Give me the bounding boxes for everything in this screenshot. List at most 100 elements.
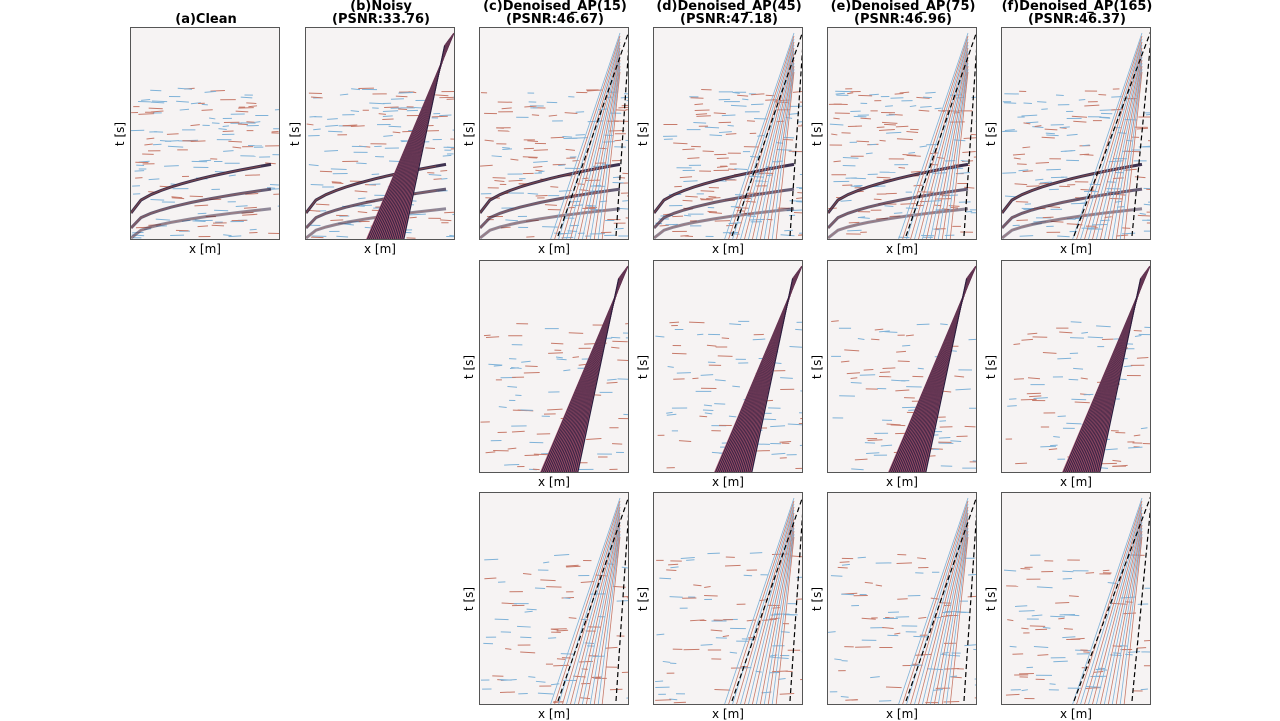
texture-stroke xyxy=(558,165,565,166)
texture-stroke xyxy=(202,104,208,105)
texture-stroke xyxy=(336,236,348,237)
texture-stroke xyxy=(841,594,854,595)
texture-stroke xyxy=(1059,332,1072,333)
texture-stroke xyxy=(447,98,454,99)
texture-stroke xyxy=(951,208,958,209)
texture-stroke xyxy=(524,106,536,107)
texture-stroke xyxy=(532,115,539,116)
texture-stroke xyxy=(1007,620,1013,621)
texture-stroke xyxy=(358,212,367,213)
texture-stroke xyxy=(1037,655,1048,656)
y-axis-label: t [s] xyxy=(985,347,997,387)
texture-stroke xyxy=(480,165,493,166)
texture-stroke xyxy=(708,211,717,212)
texture-stroke xyxy=(1075,402,1090,403)
texture-stroke xyxy=(389,126,402,127)
texture-stroke xyxy=(886,687,902,688)
texture-stroke xyxy=(550,187,558,188)
texture-stroke xyxy=(1101,468,1108,469)
texture-stroke xyxy=(954,140,965,141)
texture-stroke xyxy=(663,661,670,662)
seismic-panel-e-row1 xyxy=(827,27,977,240)
texture-stroke xyxy=(233,147,242,148)
texture-stroke xyxy=(747,121,755,122)
texture-stroke xyxy=(918,368,924,369)
texture-stroke xyxy=(781,235,795,236)
x-axis-label: x [m] xyxy=(305,243,455,255)
texture-stroke xyxy=(1037,587,1053,588)
texture-stroke xyxy=(432,116,448,117)
residual-stroke xyxy=(930,522,968,704)
residual-stroke xyxy=(922,516,968,704)
texture-stroke xyxy=(712,452,723,453)
texture-stroke xyxy=(753,339,766,340)
texture-stroke xyxy=(1043,352,1057,353)
residual-stroke xyxy=(748,516,794,704)
texture-stroke xyxy=(494,181,504,182)
texture-stroke xyxy=(655,336,664,337)
texture-stroke xyxy=(723,636,729,637)
texture-stroke xyxy=(747,620,755,621)
texture-stroke xyxy=(1004,570,1016,571)
texture-stroke xyxy=(899,168,906,169)
texture-stroke xyxy=(686,560,694,561)
texture-stroke xyxy=(307,124,314,125)
seismic-image xyxy=(306,28,454,239)
texture-stroke xyxy=(156,219,170,220)
residual-stroke xyxy=(566,510,620,704)
texture-stroke xyxy=(1019,611,1035,612)
texture-stroke xyxy=(625,323,628,324)
texture-stroke xyxy=(621,97,628,98)
texture-stroke xyxy=(841,696,849,697)
texture-stroke xyxy=(830,124,844,125)
texture-stroke xyxy=(709,196,717,197)
texture-stroke xyxy=(777,150,792,151)
texture-stroke xyxy=(626,698,628,699)
texture-stroke xyxy=(484,578,496,579)
texture-stroke xyxy=(517,626,531,627)
texture-stroke xyxy=(894,633,900,634)
texture-stroke xyxy=(149,179,160,180)
texture-stroke xyxy=(311,184,324,185)
texture-stroke xyxy=(701,375,714,376)
texture-stroke xyxy=(527,141,538,142)
texture-stroke xyxy=(486,452,496,453)
x-axis-label: x [m] xyxy=(479,476,629,488)
texture-stroke xyxy=(1058,618,1064,619)
texture-stroke xyxy=(1042,137,1055,138)
texture-stroke xyxy=(509,180,523,181)
y-axis-label: t [s] xyxy=(114,114,126,154)
texture-stroke xyxy=(939,421,946,422)
texture-stroke xyxy=(580,698,590,699)
texture-stroke xyxy=(828,632,836,633)
texture-stroke xyxy=(781,632,790,633)
texture-stroke xyxy=(670,567,678,568)
x-axis-label: x [m] xyxy=(653,243,803,255)
texture-stroke xyxy=(908,152,915,153)
texture-stroke xyxy=(775,363,782,364)
texture-stroke xyxy=(954,376,964,377)
texture-stroke xyxy=(770,655,777,656)
texture-stroke xyxy=(660,225,669,226)
texture-stroke xyxy=(586,438,601,439)
texture-stroke xyxy=(383,135,392,136)
texture-stroke xyxy=(167,134,179,135)
texture-stroke xyxy=(533,161,548,162)
texture-stroke xyxy=(964,645,976,646)
texture-stroke xyxy=(680,235,688,236)
texture-stroke xyxy=(209,118,215,119)
texture-stroke xyxy=(865,582,873,583)
texture-stroke xyxy=(440,171,447,172)
residual-stroke xyxy=(554,501,620,704)
seismic-image xyxy=(654,493,802,704)
texture-stroke xyxy=(965,426,976,427)
texture-stroke xyxy=(551,684,559,685)
texture-stroke xyxy=(566,565,579,566)
residual-stroke xyxy=(736,507,794,704)
texture-stroke xyxy=(1069,596,1079,597)
y-axis-label: t [s] xyxy=(637,114,649,154)
texture-stroke xyxy=(673,143,687,144)
texture-stroke xyxy=(943,391,951,392)
texture-stroke xyxy=(788,424,802,425)
texture-stroke xyxy=(896,351,906,352)
